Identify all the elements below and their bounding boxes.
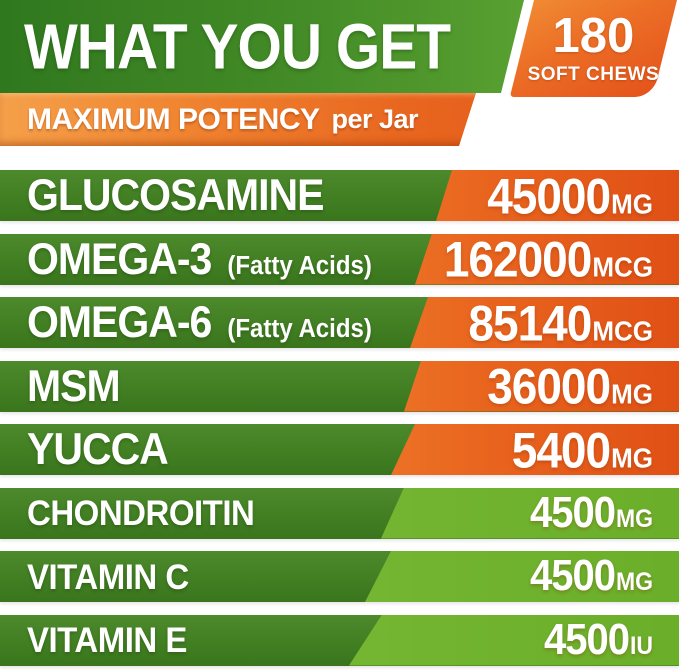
ingredient-amount: 36000 MG: [487, 357, 653, 415]
ingredient-name: VITAMIN E: [27, 619, 187, 660]
chews-label: SOFT CHEWS: [527, 63, 660, 85]
amount-unit: MG: [611, 186, 653, 220]
ingredient-row: VITAMIN E 4500 IU: [0, 614, 679, 666]
chews-badge-content: 180 SOFT CHEWS: [522, 0, 665, 97]
ingredient-amount: 5400 MG: [512, 420, 653, 478]
amount-number: 36000: [487, 357, 611, 415]
ingredient-row: YUCCA 5400 MG: [0, 421, 679, 478]
amount-highlight-band: [381, 487, 679, 539]
header-green-band: WHAT YOU GET: [0, 0, 524, 93]
ingredient-rows: GLUCOSAMINE 45000 MG OMEGA-3 (Fatty Acids) 16…: [0, 167, 679, 666]
amount-unit: MG: [615, 567, 653, 596]
ingredient-name: MSM: [27, 360, 121, 411]
ingredient-amount: 4500 IU: [544, 616, 653, 665]
amount-unit: MCG: [592, 250, 653, 283]
potency-banner: MAXIMUM POTENCY per Jar: [0, 93, 476, 146]
ingredient-row: GLUCOSAMINE 45000 MG: [0, 167, 679, 224]
ingredient-name: OMEGA-3 (Fatty Acids): [27, 233, 372, 284]
ingredient-amount: 4500 MG: [530, 552, 653, 601]
ingredient-amount: 4500 MG: [530, 489, 653, 538]
amount-number: 4500: [529, 488, 616, 537]
amount-highlight-band: [415, 233, 679, 285]
amount-unit: IU: [630, 630, 653, 659]
ingredient-name: OMEGA-6 (Fatty Acids): [27, 297, 372, 347]
chews-count: 180: [552, 8, 635, 63]
amount-unit: MG: [611, 440, 653, 474]
ingredient-note: (Fatty Acids): [227, 314, 372, 344]
amount-unit: MCG: [592, 313, 653, 347]
amount-unit: MG: [615, 503, 653, 532]
ingredient-name: VITAMIN C: [27, 555, 189, 596]
amount-highlight-band: [391, 424, 679, 475]
amount-number: 85140: [468, 294, 592, 351]
ingredient-row: OMEGA-3 (Fatty Acids) 162000 MCG: [0, 231, 679, 287]
amount-highlight-band: [365, 551, 679, 602]
page-title: WHAT YOU GET: [24, 10, 451, 83]
ingredient-row: MSM 36000 MG: [0, 358, 679, 414]
ingredient-row: OMEGA-6 (Fatty Acids) 85140 MCG: [0, 294, 679, 351]
ingredient-amount: 45000 MG: [487, 166, 653, 224]
amount-number: 4500: [544, 615, 630, 664]
ingredient-row: CHONDROITIN 4500 MG: [0, 487, 679, 539]
amount-highlight-band: [404, 360, 679, 412]
ingredient-name: GLUCOSAMINE: [27, 170, 324, 220]
header-bar: WHAT YOU GET 180 SOFT CHEWS: [0, 0, 679, 97]
amount-highlight-band: [436, 170, 679, 221]
potency-banner-title: MAXIMUM POTENCY: [27, 102, 320, 136]
potency-banner-subtitle: per Jar: [331, 104, 419, 134]
ingredient-row: VITAMIN C 4500 MG: [0, 551, 679, 602]
ingredient-note: (Fatty Acids): [227, 250, 372, 281]
ingredient-name: CHONDROITIN: [27, 492, 255, 533]
amount-number: 4500: [529, 552, 616, 600]
amount-number: 5400: [511, 421, 611, 478]
chews-count-badge: 180 SOFT CHEWS: [509, 0, 677, 97]
amount-highlight-band: [349, 614, 679, 666]
amount-number: 162000: [443, 230, 592, 288]
ingredient-name: YUCCA: [27, 424, 169, 474]
amount-highlight-band: [410, 297, 679, 348]
ingredient-amount: 162000 MCG: [444, 230, 653, 288]
ingredient-amount: 85140 MCG: [468, 293, 653, 351]
amount-number: 45000: [487, 167, 611, 224]
amount-unit: MG: [611, 377, 653, 410]
